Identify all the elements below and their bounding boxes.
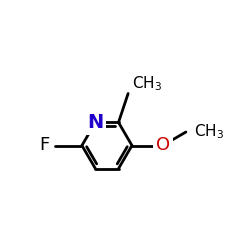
Text: CH$_3$: CH$_3$: [132, 74, 162, 93]
Text: CH$_3$: CH$_3$: [194, 123, 224, 142]
Text: O: O: [156, 136, 170, 154]
Text: N: N: [87, 113, 104, 132]
Text: F: F: [39, 136, 49, 154]
